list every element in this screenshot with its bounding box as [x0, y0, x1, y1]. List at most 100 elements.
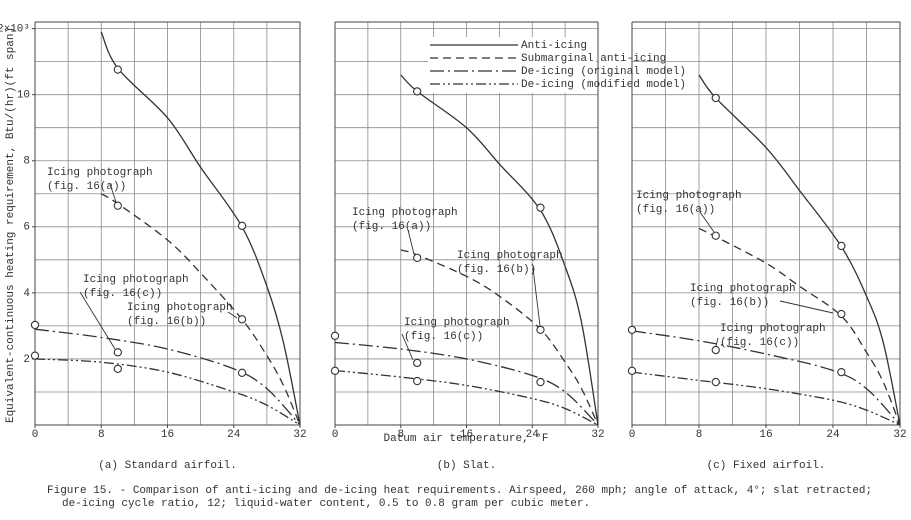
leader-line — [715, 337, 719, 347]
curve — [631, 330, 901, 426]
annotation: Icing photograph — [352, 207, 458, 219]
curve — [631, 371, 901, 426]
annotation: Icing photograph — [690, 283, 796, 295]
data-point — [237, 315, 247, 324]
data-point — [711, 345, 720, 355]
data-point — [627, 366, 637, 375]
x-tick-label: 16 — [460, 429, 473, 441]
y-tick-label: 12×10³ — [0, 24, 30, 36]
caption-line: de-icing cycle ratio, 12; liquid-water c… — [62, 498, 590, 510]
legend-label: De-icing (original model) — [521, 66, 686, 78]
x-tick-label: 8 — [98, 429, 105, 441]
annotation: (fig. 16(a)) — [47, 181, 126, 193]
x-tick-label: 32 — [591, 429, 604, 441]
data-point — [413, 253, 422, 263]
legend-label: Submarginal anti-icing — [521, 53, 666, 65]
caption-line: Figure 15. - Comparison of anti-icing an… — [47, 485, 872, 497]
curve — [100, 193, 301, 426]
y-tick-label: 2 — [23, 354, 30, 366]
data-point — [30, 351, 40, 360]
data-point — [711, 93, 720, 103]
data-point — [536, 203, 545, 212]
data-point — [237, 221, 247, 230]
x-tick-label: 16 — [759, 429, 772, 441]
data-point — [711, 231, 720, 240]
data-point — [837, 367, 846, 377]
data-point — [30, 320, 40, 330]
annotation: (fig. 16(c)) — [83, 288, 162, 300]
leader-line — [779, 300, 834, 314]
annotation: Icing photograph — [47, 167, 153, 179]
data-point — [711, 377, 720, 387]
annotation: (fig. 16(b)) — [690, 297, 769, 309]
curve — [34, 328, 301, 426]
x-tick-label: 0 — [629, 429, 636, 441]
curve — [100, 31, 301, 426]
curve — [334, 369, 599, 426]
data-point — [413, 87, 422, 96]
annotation: Icing photograph — [404, 317, 510, 329]
leader-line — [532, 267, 541, 327]
curve — [34, 358, 301, 426]
leader-line — [401, 333, 414, 361]
leader-line — [79, 291, 116, 350]
leader-line — [699, 211, 715, 233]
annotation: (fig. 16(b)) — [457, 264, 536, 276]
data-point — [837, 241, 846, 251]
x-axis-label: Datum air temperature, °F — [383, 433, 548, 445]
panel-subtitle: (b) Slat. — [437, 460, 496, 472]
annotation: Icing photograph — [83, 274, 189, 286]
legend-label: De-icing (modified model) — [521, 79, 686, 91]
y-tick-label: 8 — [23, 156, 30, 168]
data-point — [113, 364, 122, 373]
legend-label: Anti-icing — [521, 40, 587, 52]
data-point — [237, 368, 247, 377]
y-tick-label: 6 — [23, 222, 30, 234]
data-point — [536, 325, 545, 335]
data-point — [837, 309, 846, 319]
x-tick-label: 8 — [696, 429, 703, 441]
x-tick-label: 24 — [826, 429, 840, 441]
data-point — [113, 65, 122, 74]
curve — [698, 74, 901, 426]
y-tick-label: 4 — [23, 288, 30, 300]
panel: 0 8 16 24 32 Icing photograph (fig. 16(a)) Icin… — [627, 21, 907, 472]
data-point — [330, 331, 340, 340]
annotation: Icing photograph — [457, 250, 563, 262]
annotation: (fig. 16(b)) — [127, 316, 206, 328]
x-tick-label: 0 — [332, 429, 339, 441]
data-point — [413, 376, 422, 386]
panel-subtitle: (c) Fixed airfoil. — [707, 460, 826, 472]
x-tick-label: 8 — [397, 429, 404, 441]
leader-line — [407, 229, 415, 255]
annotation: Icing photograph — [127, 302, 233, 314]
panel-subtitle: (a) Standard airfoil. — [98, 460, 237, 472]
annotation: (fig. 16(a)) — [352, 221, 431, 233]
curve — [400, 74, 599, 426]
data-point — [330, 366, 340, 375]
data-point — [413, 358, 422, 368]
x-tick-label: 24 — [526, 429, 540, 441]
data-point — [113, 201, 122, 210]
annotation: (fig. 16(c)) — [404, 331, 483, 343]
data-point — [113, 348, 122, 357]
leader-line — [109, 183, 117, 203]
annotation: Icing photograph — [720, 323, 826, 335]
x-tick-label: 0 — [32, 429, 39, 441]
annotation: (fig. 16(c)) — [720, 337, 799, 349]
data-point — [536, 377, 545, 387]
x-tick-label: 16 — [161, 429, 174, 441]
x-tick-label: 24 — [227, 429, 241, 441]
x-tick-label: 32 — [893, 429, 906, 441]
data-point — [627, 325, 637, 335]
y-axis-label: Equivalent-continuous heating requiremen… — [5, 27, 17, 423]
leader-line — [227, 311, 238, 319]
annotation: (fig. 16(a)) — [636, 204, 715, 216]
annotation: Icing photograph — [636, 190, 742, 202]
x-tick-label: 32 — [293, 429, 306, 441]
curve — [334, 341, 599, 426]
y-tick-label: 10 — [17, 90, 30, 102]
